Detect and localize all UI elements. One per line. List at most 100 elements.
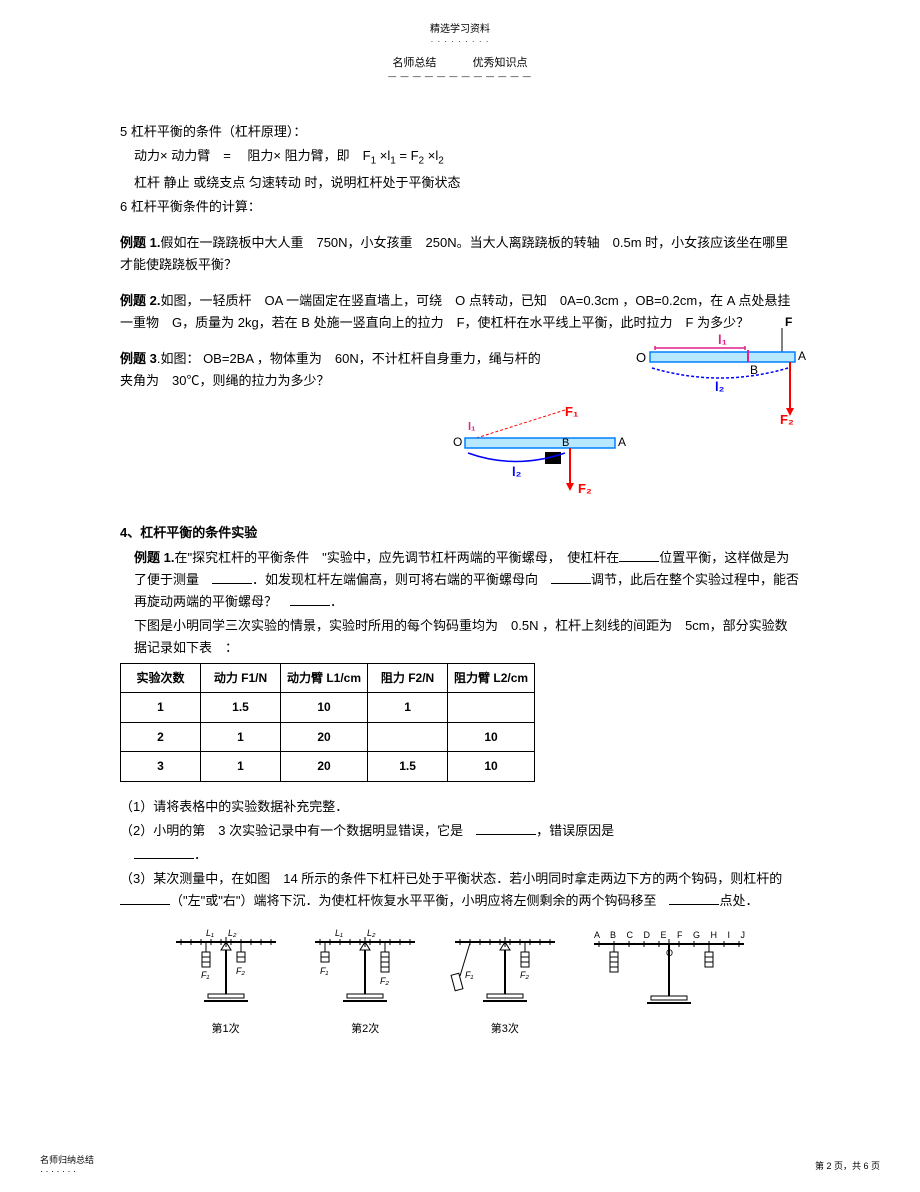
exp-diagram-1: L₁ L₂ F₁ F₂ 第1次 — [166, 926, 286, 1039]
formula-m1: ×l — [376, 148, 390, 163]
diag1-l1: l₁ — [718, 332, 727, 347]
q3c: 点处． — [719, 893, 758, 908]
diag2-B: B — [562, 437, 569, 449]
section6-title: 6 杠杆平衡条件的计算： — [120, 196, 800, 218]
table-header-row: 实验次数 动力 F1/N 动力臂 L1/cm 阻力 F2/N 阻力臂 L2/cm — [121, 664, 535, 693]
diag2-l1: l₁ — [468, 421, 476, 433]
exp4-labels: A B C D E F G H I J — [594, 930, 749, 940]
diag2-F2: F₂ — [578, 481, 592, 496]
footer-right: 第 2 页，共 6 页 — [815, 1159, 880, 1172]
section5-line2: 杠杆 静止 或绕支点 匀速转动 时，说明杠杆处于平衡状态 — [120, 172, 800, 194]
td: 1 — [368, 693, 448, 722]
td — [368, 722, 448, 751]
section5-formula: 动力× 动力臂 = 阻力× 阻力臂，即 F1 ×l1 = F2 ×l2 — [120, 145, 800, 170]
s4b-p1c: ．如发现杠杆左端偏高，则可将右端的平衡螺母向 — [252, 572, 551, 587]
experiment-table: 实验次数 动力 F1/N 动力臂 L1/cm 阻力 F2/N 阻力臂 L2/cm… — [120, 663, 535, 782]
header-sub-left: 名师总结 — [392, 57, 436, 69]
example2-text: 如图，一轻质杆 OA 一端固定在竖直墙上，可绕 O 点转动，已知 0A=0.3c… — [120, 293, 790, 330]
exp1-F1: F₁ — [201, 970, 209, 980]
formula-end: ×l — [424, 148, 438, 163]
th-1: 动力 F1/N — [201, 664, 281, 693]
formula-eq: = F — [396, 148, 419, 163]
table-row: 2 1 20 10 — [121, 722, 535, 751]
header-dashes: — — — — — — — — — — — — — [120, 72, 800, 81]
q1: （1）请将表格中的实验数据补充完整． — [120, 796, 800, 818]
exp3-F2: F₂ — [520, 970, 529, 980]
diag2-O: O — [453, 435, 462, 449]
td: 10 — [448, 722, 535, 751]
q2c: ． — [194, 847, 207, 862]
exp2-L2: L₂ — [367, 928, 376, 938]
diag1-F: F — [785, 316, 792, 329]
section5-title: 5 杠杆平衡的条件（杠杆原理）： — [120, 121, 800, 143]
exp1-F2: F₂ — [236, 966, 245, 976]
q3: （3）某次测量中，在如图 14 所示的条件下杠杆已处于平衡状态．若小明同时拿走两… — [120, 868, 800, 912]
td: 2 — [121, 722, 201, 751]
section4b-title-text: 4、杠杆平衡的条件实验 — [120, 525, 257, 540]
example2-label: 例题 2. — [120, 293, 160, 308]
td: 10 — [448, 752, 535, 781]
td: 1 — [121, 693, 201, 722]
td: 1 — [201, 752, 281, 781]
exp1-L2: L₂ — [228, 928, 237, 938]
td: 3 — [121, 752, 201, 781]
exp1-L1: L₁ — [206, 928, 214, 938]
exp3-F1: F₁ — [465, 970, 473, 980]
section4b-p2: 下图是小明同学三次实验的情景，实验时所用的每个钩码重均为 0.5N ，杠杆上刻线… — [120, 615, 800, 659]
footer-left-text: 名师归纳总结 — [40, 1153, 94, 1166]
section4b-title: 4、杠杆平衡的条件实验 — [120, 522, 800, 544]
example3-label: 例题 3 — [120, 351, 157, 366]
example1-label: 例题 1. — [120, 235, 160, 250]
section4b-ex1-label: 例题 1. — [134, 550, 174, 565]
q2: （2）小明的第 3 次实验记录中有一个数据明显错误，它是 ，错误原因是 — [120, 820, 800, 842]
diag2-F1: F₁ — [565, 404, 578, 419]
exp2-L1: L₁ — [335, 928, 343, 938]
header-sub-right: 优秀知识点 — [473, 57, 528, 69]
exp3-caption: 第3次 — [445, 1020, 565, 1039]
q2b: ，错误原因是 — [536, 823, 614, 838]
s4b-p1e: ． — [330, 594, 343, 609]
footer-left-dots: · · · · · · · — [40, 1166, 94, 1176]
diag1-F2: F₂ — [780, 412, 794, 426]
table-row: 3 1 20 1.5 10 — [121, 752, 535, 781]
table-row: 1 1.5 10 1 — [121, 693, 535, 722]
exp2-F2: F₂ — [380, 976, 389, 986]
th-3: 阻力 F2/N — [368, 664, 448, 693]
exp2-F1: F₁ — [320, 966, 328, 976]
q3a: （3）某次测量中，在如图 14 所示的条件下杠杆已处于平衡状态．若小明同时拿走两… — [120, 871, 795, 886]
q2-cont: ． — [120, 844, 800, 866]
header-dots: · · · · · · · · · — [120, 37, 800, 46]
experiment-diagrams: L₁ L₂ F₁ F₂ 第1次 L₁ — [120, 926, 800, 1039]
example1: 例题 1.假如在一跷跷板中大人重 750N，小女孩重 250N。当大人离跷跷板的… — [120, 232, 800, 276]
section4b-ex1: 例题 1.在"探究杠杆的平衡条件 "实验中，应先调节杠杆两端的平衡螺母， 使杠杆… — [120, 547, 800, 613]
example1-text: 假如在一跷跷板中大人重 750N，小女孩重 250N。当大人离跷跷板的转轴 0.… — [120, 235, 788, 272]
diag2-l2: l₂ — [512, 464, 522, 479]
diag2-A: A — [618, 435, 626, 449]
exp-diagram-2: L₁ L₂ F₁ F₂ 第2次 — [305, 926, 425, 1039]
q3b: （"左"或"右"）端将下沉．为使杠杆恢复水平平衡，小明应将左侧剩余的两个钩码移至 — [170, 893, 669, 908]
q2a: （2）小明的第 3 次实验记录中有一个数据明显错误，它是 — [120, 823, 476, 838]
td: 1.5 — [201, 693, 281, 722]
formula-pre: 动力× 动力臂 = 阻力× 阻力臂，即 F — [134, 148, 371, 163]
example3-text: .如图： OB=2BA ，物体重为 60N，不计杠杆自身重力，绳与杆的夹角为 3… — [120, 351, 541, 388]
td: 20 — [281, 752, 368, 781]
td: 1 — [201, 722, 281, 751]
td — [448, 693, 535, 722]
header-sub: 名师总结 优秀知识点 — [120, 54, 800, 70]
th-4: 阻力臂 L2/cm — [448, 664, 535, 693]
exp1-caption: 第1次 — [166, 1020, 286, 1039]
header-top-text: 精选学习资料 — [120, 20, 800, 35]
th-0: 实验次数 — [121, 664, 201, 693]
diag1-l2: l₂ — [715, 379, 725, 394]
td: 1.5 — [368, 752, 448, 781]
exp-diagram-4: A B C D E F G H I J O — [584, 926, 754, 1018]
th-2: 动力臂 L1/cm — [281, 664, 368, 693]
exp-diagram-3: F₁ F₂ 第3次 — [445, 926, 565, 1039]
example3: 例题 3.如图： OB=2BA ，物体重为 60N，不计杠杆自身重力，绳与杆的夹… — [120, 348, 550, 392]
lever-diagram-2: F₁ l₁ O A B l₂ F₂ — [450, 398, 630, 498]
footer-left: 名师归纳总结 · · · · · · · — [40, 1153, 94, 1176]
diag1-O: O — [636, 350, 646, 365]
diag1-A: A — [798, 349, 806, 363]
example2: 例题 2.如图，一轻质杆 OA 一端固定在竖直墙上，可绕 O 点转动，已知 0A… — [120, 290, 800, 334]
s4b-p1a: 在"探究杠杆的平衡条件 "实验中，应先调节杠杆两端的平衡螺母， 使杠杆在 — [174, 550, 619, 565]
